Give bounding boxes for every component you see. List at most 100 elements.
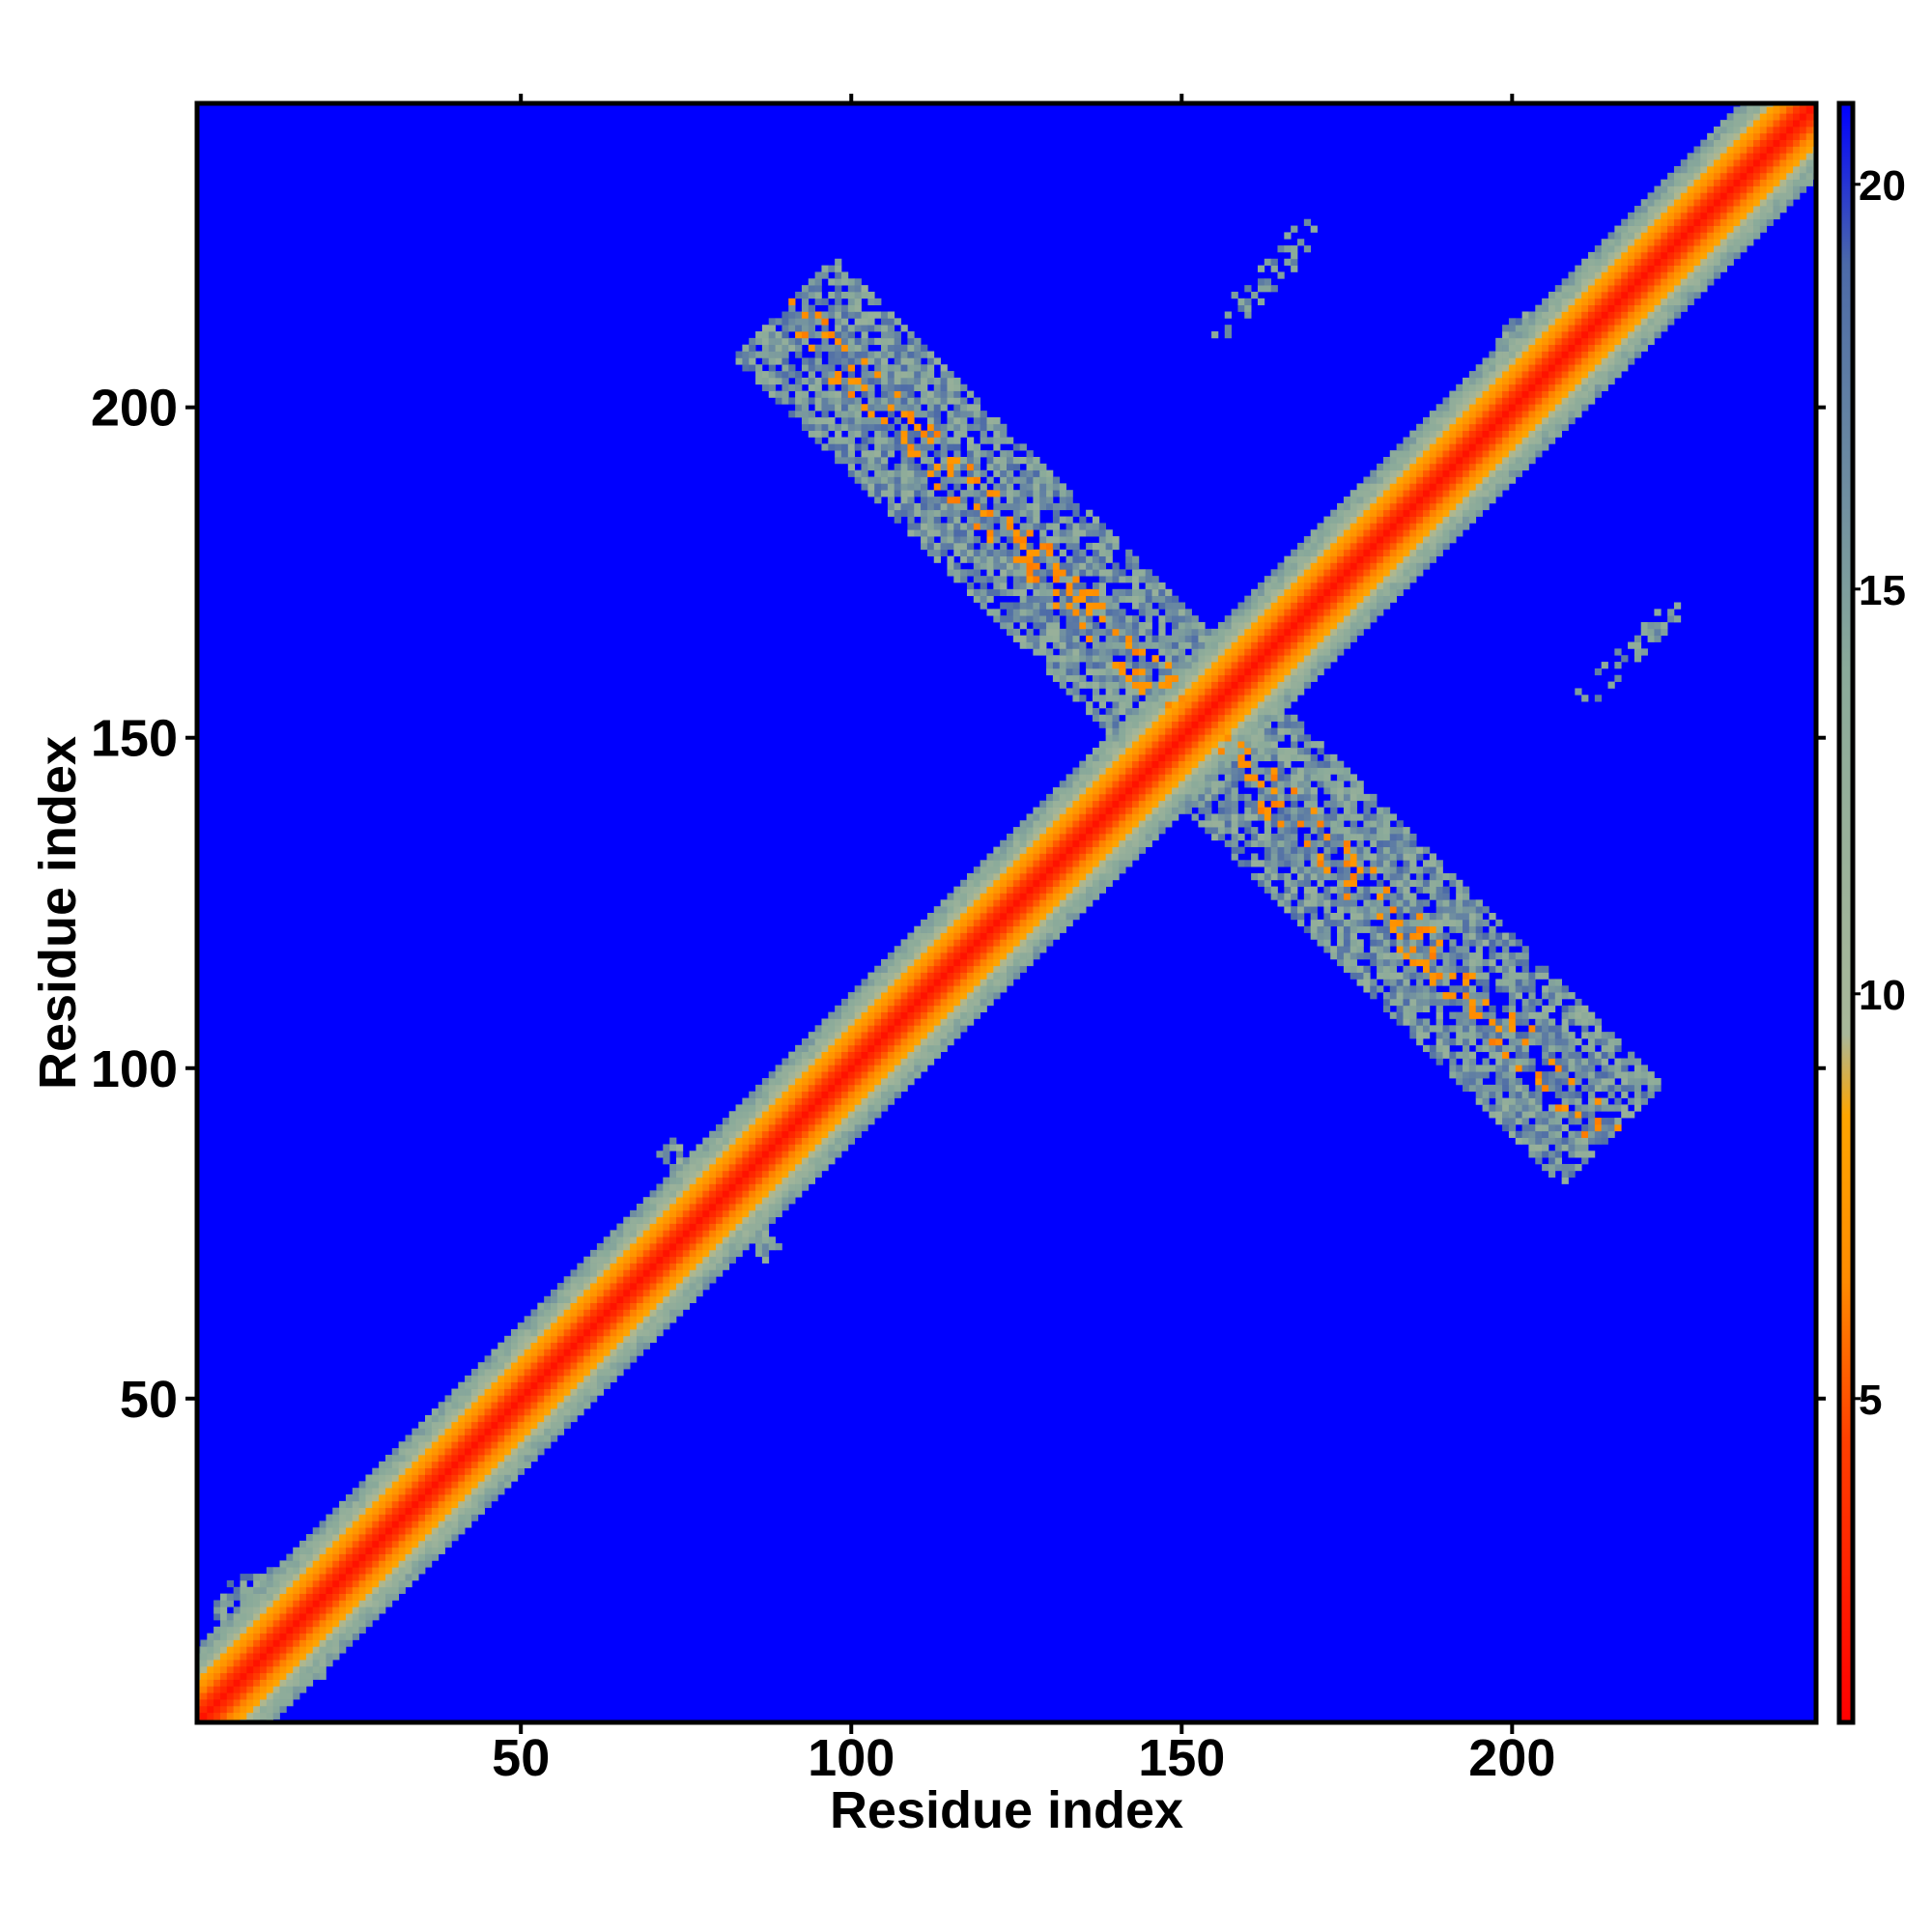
heatmap-cell — [332, 1553, 340, 1561]
heatmap-cell — [847, 430, 856, 438]
heatmap-cell — [537, 1402, 545, 1409]
heatmap-cell — [623, 1249, 631, 1258]
heatmap-cell — [840, 291, 849, 299]
heatmap-cell — [847, 397, 856, 405]
heatmap-cell — [636, 1276, 644, 1284]
heatmap-cell — [874, 404, 882, 412]
heatmap-cell — [630, 1342, 638, 1350]
heatmap-cell — [926, 351, 935, 358]
heatmap-cell — [372, 1553, 380, 1561]
heatmap-cell — [358, 1527, 366, 1535]
heatmap-cell — [1098, 641, 1106, 649]
heatmap-cell — [894, 985, 901, 993]
heatmap-cell — [279, 1665, 287, 1674]
heatmap-cell — [847, 337, 856, 346]
heatmap-cell — [616, 1276, 624, 1284]
heatmap-cell — [577, 1342, 584, 1350]
heatmap-cell — [517, 1402, 525, 1409]
heatmap-cell — [1046, 555, 1054, 563]
heatmap-cell — [517, 1355, 525, 1363]
heatmap-cell — [517, 1322, 525, 1330]
heatmap-cell — [1145, 727, 1152, 735]
heatmap-cell — [510, 1342, 519, 1350]
heatmap-cell — [728, 1243, 736, 1251]
heatmap-cell — [921, 364, 928, 372]
heatmap-cell — [524, 1408, 531, 1416]
heatmap-cell — [603, 1316, 611, 1323]
heatmap-cell — [980, 437, 987, 444]
heatmap-cell — [801, 1111, 810, 1119]
heatmap-cell — [821, 298, 829, 306]
heatmap-cell — [689, 1204, 696, 1211]
heatmap-cell — [1065, 807, 1073, 814]
heatmap-cell — [847, 443, 856, 451]
heatmap-cell — [1026, 872, 1034, 881]
heatmap-cell — [1145, 833, 1152, 841]
heatmap-cell — [689, 1283, 696, 1291]
heatmap-cell — [814, 1170, 822, 1179]
heatmap-cell — [1205, 741, 1212, 749]
heatmap-cell — [749, 1183, 756, 1191]
heatmap-cell — [524, 1381, 531, 1389]
heatmap-cell — [1105, 774, 1113, 781]
heatmap-cell — [887, 371, 895, 379]
heatmap-cell — [914, 939, 922, 947]
heatmap-cell — [563, 1335, 571, 1344]
heatmap-cell — [1205, 714, 1212, 722]
heatmap-cell — [1198, 741, 1206, 749]
heatmap-cell — [1079, 899, 1087, 907]
heatmap-cell — [372, 1488, 380, 1495]
heatmap-cell — [874, 450, 882, 458]
heatmap-cell — [636, 1243, 644, 1251]
heatmap-cell — [775, 351, 782, 358]
heatmap-cell — [1033, 853, 1040, 861]
heatmap-cell — [391, 1474, 400, 1482]
heatmap-cell — [993, 430, 1001, 438]
heatmap-cell — [299, 1639, 307, 1647]
heatmap-cell — [293, 1606, 300, 1614]
heatmap-cell — [702, 1204, 710, 1211]
heatmap-cell — [1000, 899, 1008, 907]
heatmap-cell — [953, 913, 961, 921]
heatmap-cell — [563, 1402, 571, 1409]
heatmap-cell — [854, 1111, 862, 1119]
heatmap-cell — [900, 965, 908, 973]
heatmap-cell — [921, 939, 928, 947]
heatmap-cell — [530, 1309, 538, 1317]
heatmap-cell — [642, 1256, 650, 1264]
heatmap-cell — [603, 1295, 611, 1303]
heatmap-cell — [1145, 609, 1152, 616]
heatmap-cell — [412, 1507, 419, 1515]
heatmap-cell — [973, 497, 981, 504]
heatmap-cell — [900, 430, 908, 438]
heatmap-cell — [940, 463, 948, 471]
heatmap-cell — [973, 555, 981, 563]
heatmap-cell — [854, 304, 862, 312]
heatmap-cell — [722, 1177, 730, 1184]
heatmap-cell — [682, 1209, 691, 1218]
heatmap-cell — [1112, 767, 1120, 775]
heatmap-cell — [623, 1295, 631, 1303]
heatmap-cell — [465, 1421, 472, 1429]
heatmap-cell — [1033, 463, 1040, 471]
heatmap-cell — [200, 1679, 208, 1687]
heatmap-cell — [616, 1295, 624, 1303]
heatmap-cell — [1000, 867, 1008, 874]
heatmap-cell — [921, 958, 928, 967]
heatmap-cell — [1086, 813, 1094, 821]
heatmap-cell — [253, 1660, 261, 1667]
heatmap-cell — [926, 946, 935, 953]
heatmap-cell — [947, 516, 954, 524]
heatmap-cell — [867, 371, 875, 379]
heatmap-cell — [1105, 549, 1113, 556]
heatmap-cell — [847, 278, 856, 286]
heatmap-cell — [960, 906, 968, 914]
heatmap-cell — [742, 1197, 750, 1205]
heatmap-cell — [345, 1500, 354, 1509]
heatmap-cell — [260, 1600, 268, 1607]
heatmap-cell — [484, 1467, 492, 1475]
heatmap-cell — [728, 1249, 736, 1258]
heatmap-cell — [1112, 853, 1120, 861]
heatmap-cell — [861, 377, 868, 385]
heatmap-cell — [973, 588, 981, 597]
